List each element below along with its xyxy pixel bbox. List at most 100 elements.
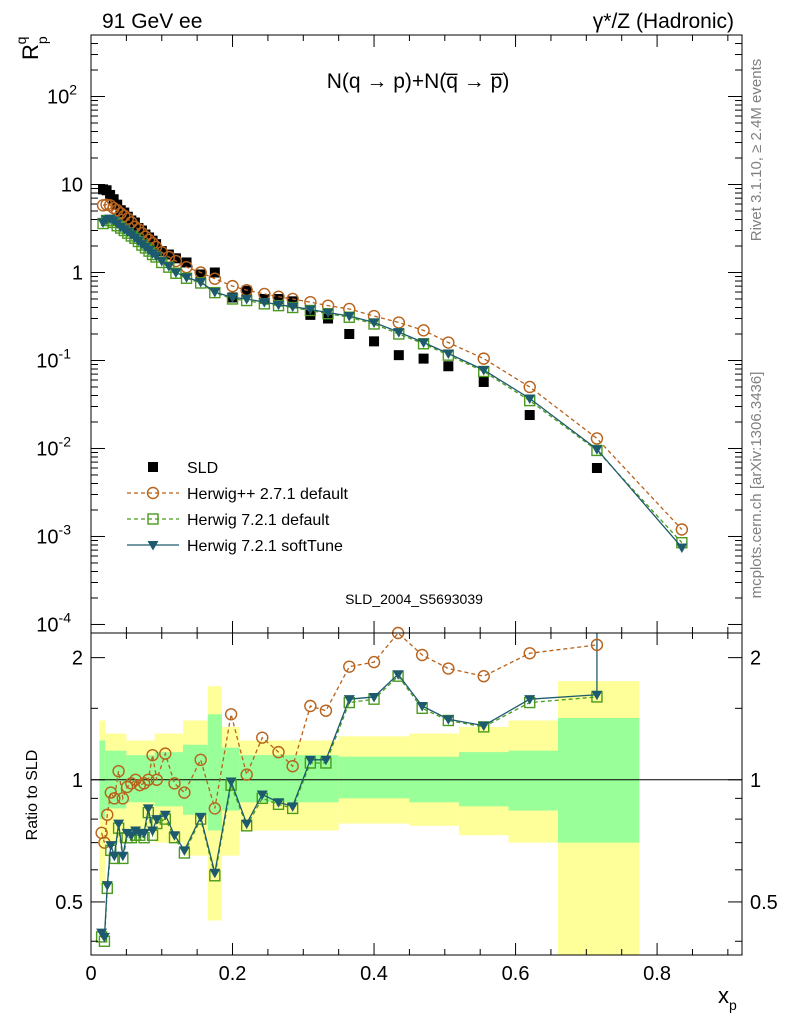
- ratio-point: [101, 881, 113, 891]
- y-tick-mantissa: 10: [36, 526, 58, 548]
- ratio-point: [240, 768, 253, 781]
- data-point: [591, 463, 602, 474]
- y-tick-label: 10-4: [36, 609, 71, 636]
- ratio-point: [147, 826, 159, 836]
- ratio-point: [225, 777, 237, 788]
- data-point: [209, 288, 221, 298]
- ratio-point: [101, 808, 114, 821]
- data-point: [258, 298, 270, 308]
- legend-marker: [146, 486, 160, 500]
- data-point: [287, 296, 298, 307]
- data-point: [368, 318, 380, 329]
- stat-band: [508, 750, 559, 811]
- y-tick-mantissa: 10: [61, 175, 83, 197]
- ratio-point: [125, 777, 138, 790]
- data-point: [675, 523, 689, 536]
- stat-band: [207, 714, 222, 831]
- y-axis-label: Rpq: [13, 36, 50, 60]
- legend-marker: [148, 462, 158, 472]
- y-tick-mantissa: 10: [47, 87, 69, 109]
- ratio-point: [477, 669, 490, 683]
- data-point: [343, 312, 355, 322]
- y-axis-label-sub: p: [34, 36, 50, 44]
- y-tick-exponent: 2: [69, 82, 77, 98]
- ratio-y-tick-label: 2: [72, 648, 83, 670]
- ratio-point: [142, 804, 154, 814]
- y-tick-label: 10-2: [36, 433, 71, 460]
- x-axis-label-main: x: [718, 983, 729, 1008]
- header-right: γ*/Z (Hadronic): [593, 10, 734, 33]
- header-left: 91 GeV ee: [102, 10, 202, 33]
- legend-label: Herwig 7.2.1 default: [187, 512, 330, 529]
- ratio-point: [591, 690, 603, 701]
- ratio-point: [256, 790, 268, 800]
- data-point: [195, 277, 207, 288]
- stat-band: [338, 756, 410, 799]
- ratio-point: [256, 731, 269, 744]
- ratio-point: [368, 692, 380, 703]
- x-tick-label: 0.4: [360, 963, 388, 985]
- ratio-point: [150, 773, 164, 786]
- x-tick-label: 0.6: [502, 963, 530, 985]
- data-point: [150, 251, 162, 262]
- y-tick-label: 10-1: [36, 345, 71, 372]
- ratio-point: [108, 792, 121, 805]
- ratio-point: [343, 660, 356, 673]
- ratio-point: [343, 695, 355, 705]
- data-point: [590, 432, 604, 445]
- data-point: [524, 410, 535, 421]
- data-point: [194, 277, 207, 289]
- ratio-point: [137, 777, 151, 790]
- y-tick-label: 102: [47, 82, 77, 109]
- ratio-point: [224, 708, 238, 721]
- ratio-y-tick-label-right: 0.5: [750, 892, 778, 914]
- legend-marker: [147, 541, 159, 551]
- data-point: [129, 217, 140, 228]
- legend-label: SLD: [187, 460, 218, 477]
- ratio-point: [304, 699, 317, 713]
- stat-band: [458, 752, 509, 807]
- data-point: [273, 293, 284, 304]
- ratio-point: [98, 932, 110, 943]
- y-tick-exponent: -1: [59, 345, 72, 361]
- data-point: [209, 267, 220, 278]
- data-point: [393, 350, 404, 361]
- ratio-point: [442, 715, 454, 725]
- y-tick-mantissa: 10: [36, 614, 58, 636]
- data-point: [226, 279, 239, 293]
- ratio-point: [113, 819, 125, 830]
- data-point: [181, 257, 192, 268]
- ratio-point: [392, 670, 404, 680]
- y-axis-label-main: R: [18, 44, 43, 60]
- ratio-point: [105, 841, 117, 851]
- data-point: [287, 302, 299, 313]
- x-tick-label: 0.8: [643, 963, 671, 985]
- ratio-point: [151, 815, 163, 825]
- ratio-point: [286, 760, 299, 773]
- data-point: [369, 336, 380, 347]
- data-point: [478, 365, 490, 376]
- data-point: [418, 353, 429, 364]
- ratio-point: [159, 810, 171, 821]
- y-tick-exponent: -3: [59, 521, 72, 537]
- ratio-point: [120, 780, 134, 794]
- data-point: [477, 352, 490, 365]
- ratio-point: [159, 747, 172, 760]
- data-point: [227, 293, 239, 303]
- ratio-point: [121, 828, 133, 839]
- data-point: [676, 543, 688, 553]
- data-point: [163, 261, 175, 273]
- data-point: [118, 209, 131, 223]
- data-point: [170, 253, 181, 264]
- data-point: [108, 194, 119, 205]
- data-point: [209, 286, 221, 299]
- data-point: [443, 361, 454, 372]
- side-label-mcplots: mcplots.cern.ch [arXiv:1306.3436]: [748, 372, 765, 599]
- ratio-point: [319, 704, 333, 717]
- ratio-point: [524, 695, 536, 705]
- data-point: [163, 249, 174, 260]
- ratio-point: [590, 638, 604, 652]
- ratio-point: [416, 701, 428, 712]
